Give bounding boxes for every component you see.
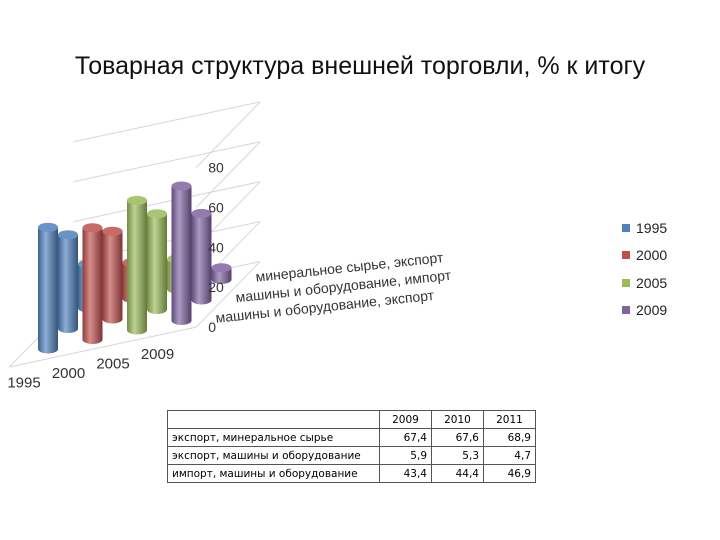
y-tick-label: 0 <box>208 319 216 335</box>
table-header-cell <box>167 410 380 429</box>
table-header-cell: 2010 <box>431 410 484 429</box>
legend-label: 2009 <box>636 302 668 319</box>
x-axis-label: 2009 <box>141 346 174 363</box>
bar <box>38 222 58 354</box>
bar-body <box>38 227 58 354</box>
table-cell: 5,3 <box>431 446 484 465</box>
legend-item: 1995 <box>622 214 667 242</box>
y-tick-label: 80 <box>208 160 224 176</box>
table-cell: 67,4 <box>379 428 432 447</box>
gridline <box>195 101 261 168</box>
chart-title: Товарная структура внешней торговли, % к… <box>74 52 646 80</box>
legend-item: 2005 <box>622 269 667 297</box>
chart-bars <box>38 181 232 354</box>
row-label: импорт, машины и оборудование <box>167 464 380 483</box>
table-row: экспорт, машины и оборудование 5,9 5,3 4… <box>167 446 536 465</box>
bar-top <box>147 209 167 219</box>
gridline <box>195 261 261 328</box>
bar <box>171 181 192 325</box>
bar-body <box>171 186 192 325</box>
bar <box>147 209 167 314</box>
table-header-cell: 2011 <box>483 410 536 429</box>
gridline <box>73 101 261 143</box>
y-tick-label: 40 <box>208 239 224 255</box>
bar-top <box>38 222 58 232</box>
table-cell: 43,4 <box>379 464 432 483</box>
bar <box>58 230 78 333</box>
table-cell: 68,9 <box>483 428 536 447</box>
x-axis-label: 2000 <box>52 365 85 382</box>
x-axis-label: 1995 <box>7 374 40 391</box>
chart-legend: 1995 2000 2005 2009 <box>622 214 667 324</box>
bar <box>127 195 147 335</box>
table-cell: 5,9 <box>379 446 432 465</box>
legend-label: 2000 <box>636 247 668 264</box>
bar <box>82 223 103 344</box>
table-row: экспорт, минеральное сырье 67,4 67,6 68,… <box>167 428 536 447</box>
row-label: экспорт, машины и оборудование <box>167 446 380 465</box>
bar-top <box>211 263 232 273</box>
bar-body <box>102 231 123 324</box>
legend-swatch <box>622 306 630 315</box>
row-label: экспорт, минеральное сырье <box>167 428 380 447</box>
table-cell: 4,7 <box>483 446 536 465</box>
legend-swatch <box>622 223 630 232</box>
legend-label: 2005 <box>636 274 668 291</box>
bar-top <box>171 181 192 191</box>
bar <box>211 263 232 284</box>
table-header-row: 2009 2010 2011 <box>167 410 536 429</box>
table-cell: 44,4 <box>431 464 484 483</box>
bar-top <box>191 208 212 218</box>
bar-body <box>127 200 147 335</box>
bar <box>102 226 123 324</box>
y-tick-label: 60 <box>208 199 224 215</box>
bar-body <box>211 267 232 284</box>
bar <box>191 208 212 305</box>
table-cell: 46,9 <box>483 464 536 483</box>
legend-swatch <box>622 251 630 260</box>
table-row: импорт, машины и оборудование 43,4 44,4 … <box>167 464 536 483</box>
table-header-cell: 2009 <box>379 410 432 429</box>
legend-item: 2009 <box>622 297 667 325</box>
bar-body <box>147 213 167 314</box>
bar-top <box>82 223 103 233</box>
gridline <box>73 141 261 183</box>
x-axis-label: 2005 <box>96 355 129 372</box>
bar-body <box>58 234 78 333</box>
bar-body <box>191 213 212 305</box>
gridline <box>195 141 261 208</box>
bar-top <box>127 195 147 205</box>
bar-top <box>102 226 123 236</box>
legend-label: 1995 <box>636 219 668 236</box>
table-cell: 67,6 <box>431 428 484 447</box>
legend-item: 2000 <box>622 242 667 270</box>
y-tick-label: 20 <box>208 279 224 295</box>
floor-edge <box>9 326 197 368</box>
bar-body <box>82 227 103 344</box>
bar-top <box>58 230 78 240</box>
data-table: 2009 2010 2011 экспорт, минеральное сырь… <box>167 410 536 483</box>
legend-swatch <box>622 278 630 287</box>
gridline <box>73 181 261 223</box>
